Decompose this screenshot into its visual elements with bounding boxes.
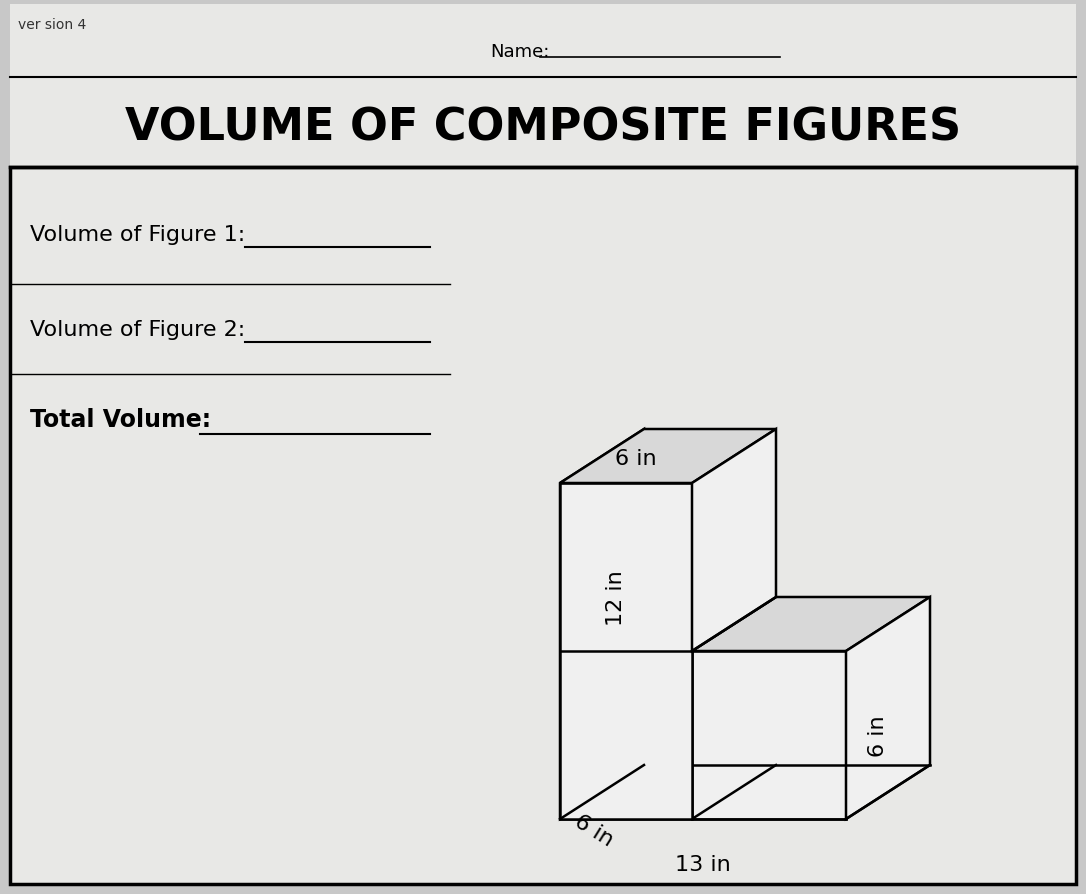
Polygon shape — [692, 651, 846, 819]
Text: 12 in: 12 in — [606, 569, 626, 625]
Polygon shape — [692, 597, 930, 651]
Polygon shape — [560, 429, 644, 819]
Text: Name:: Name: — [490, 43, 550, 61]
Text: 6 in: 6 in — [571, 810, 617, 849]
Bar — [10, 168, 1076, 884]
Polygon shape — [846, 597, 930, 819]
Polygon shape — [560, 484, 692, 819]
Text: VOLUME OF COMPOSITE FIGURES: VOLUME OF COMPOSITE FIGURES — [125, 106, 961, 149]
Text: Volume of Figure 1:: Volume of Figure 1: — [30, 224, 245, 245]
Text: 13 in: 13 in — [675, 854, 731, 874]
Text: Volume of Figure 2:: Volume of Figure 2: — [30, 320, 245, 340]
Text: 6 in: 6 in — [868, 714, 888, 756]
Text: ver sion 4: ver sion 4 — [18, 18, 86, 32]
Text: 6 in: 6 in — [615, 449, 657, 468]
Polygon shape — [560, 429, 776, 484]
Text: Total Volume:: Total Volume: — [30, 408, 211, 432]
Polygon shape — [692, 429, 776, 651]
